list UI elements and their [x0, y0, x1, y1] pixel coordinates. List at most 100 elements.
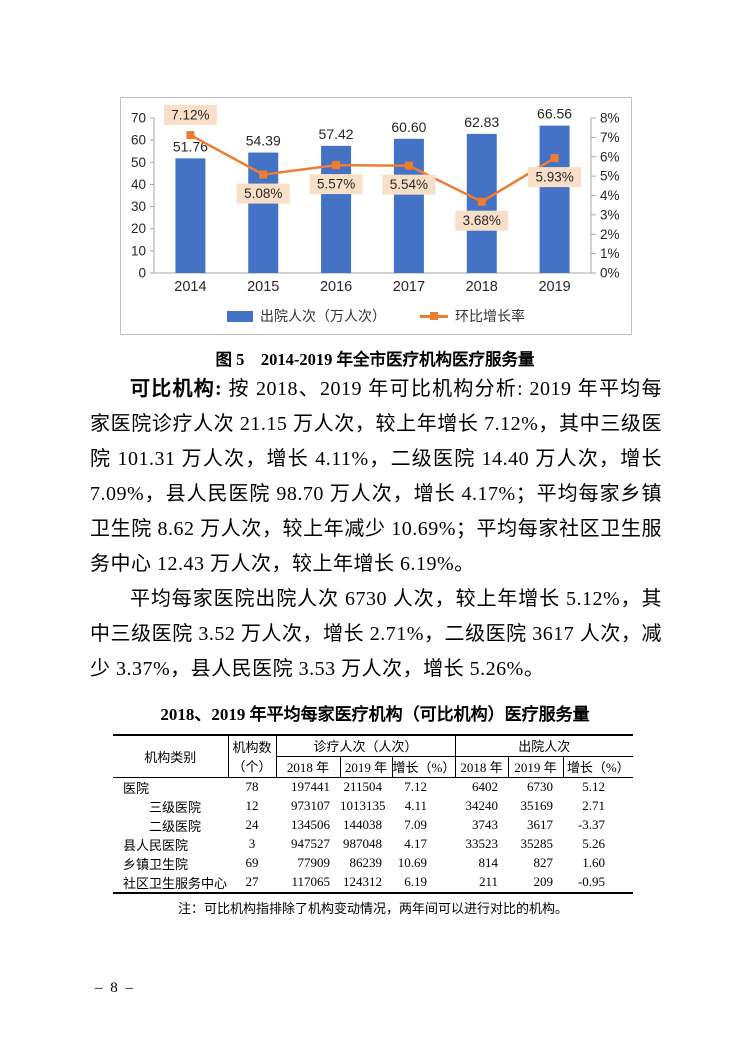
header-out-growth: 增长（%） — [392, 760, 456, 775]
table-cell: 987048 — [343, 836, 382, 851]
left-axis-tick: 50 — [131, 155, 146, 170]
left-axis-tick: 60 — [131, 133, 146, 148]
table-cell: 二级医院 — [149, 818, 202, 834]
growth-label: 5.54% — [390, 177, 428, 192]
growth-label: 3.68% — [463, 213, 501, 228]
header-group-discharge: 出院人次 — [454, 735, 634, 757]
left-axis-tick: 40 — [131, 177, 146, 192]
table-cell: 69 — [245, 855, 259, 870]
table-cell: 33523 — [465, 836, 499, 851]
table-cell: 197441 — [291, 779, 330, 794]
statistics-table: 机构类别 机构数 （个） 诊疗人次（人次） 出院人次 2018 年 2019 年… — [113, 734, 634, 894]
right-axis-tick: 6% — [600, 149, 620, 164]
header-out-2018: 2018 年 — [286, 760, 330, 775]
legend-line-label: 环比增长率 — [455, 308, 525, 324]
bar-value-label: 62.83 — [464, 114, 499, 130]
table-cell: 24 — [245, 817, 259, 832]
table-cell: 35285 — [520, 836, 554, 851]
growth-label: 5.08% — [244, 186, 282, 201]
table-row: 三级医院 12 973107 1013135 4.11 34240 35169 2.71 — [113, 797, 633, 816]
table-cell: 5.12 — [582, 779, 606, 794]
table-cell: 3617 — [527, 817, 554, 832]
table-note: 注：可比机构指排除了机构变动情况，两年间可以进行对比的机构。 — [177, 900, 568, 916]
table-row: 县人民医院 3 947527 987048 4.17 33523 35285 5.26 — [113, 835, 633, 854]
header-out-2019: 2019 年 — [339, 756, 393, 777]
line-marker-2015 — [259, 170, 268, 179]
table-header: 机构类别 机构数 （个） 诊疗人次（人次） 出院人次 2018 年 2019 年… — [113, 735, 634, 777]
x-axis-tick: 2015 — [247, 279, 279, 295]
left-axis-tick: 70 — [131, 111, 146, 126]
x-axis-tick: 2017 — [393, 279, 425, 295]
table-cell: 211504 — [343, 779, 382, 794]
growth-label-box — [528, 167, 582, 188]
table-cell: 医院 — [123, 780, 150, 796]
x-axis-tick: 2014 — [174, 279, 206, 295]
header-category: 机构类别 — [144, 749, 197, 765]
bar-series-swatch-icon — [227, 310, 253, 322]
table-cell: 3743 — [472, 817, 499, 832]
table-cell: 7.12 — [404, 779, 428, 794]
header-dis-2019: 2019 年 — [514, 760, 557, 775]
left-axis-tick: 10 — [131, 243, 146, 258]
bar-value-label: 51.76 — [173, 138, 208, 154]
header-dis-growth: 增长（%） — [562, 756, 634, 777]
table-cell: 乡镇卫生院 — [123, 856, 189, 872]
table-cell: 947527 — [291, 836, 330, 851]
body-text: 可比机构: 按 2018、2019 年可比机构分析: 2019 年平均每家医院诊… — [90, 372, 662, 687]
line-marker-2018 — [477, 197, 486, 206]
table-cell: 6.19 — [404, 874, 428, 889]
table-cell: 209 — [533, 874, 554, 889]
right-axis-tick: 0% — [600, 266, 620, 281]
bar-2014 — [175, 158, 206, 273]
x-axis-tick: 2019 — [538, 279, 570, 295]
table-cell: 1.60 — [582, 855, 606, 870]
bar-2017 — [393, 138, 424, 273]
growth-label-box — [382, 174, 436, 195]
table-cell: 县人民医院 — [123, 837, 189, 853]
header-count-line1: 机构数 — [232, 740, 272, 756]
header-count-line2: （个） — [232, 759, 272, 775]
table-cell: 144038 — [343, 817, 382, 832]
left-axis-tick: 0 — [138, 266, 146, 281]
bar-value-label: 66.56 — [537, 106, 572, 122]
table-cell: 27 — [245, 874, 259, 889]
legend-item-bar: 出院人次（万人次） — [227, 306, 386, 326]
line-marker-2014 — [186, 131, 195, 140]
growth-label: 5.93% — [535, 170, 573, 185]
line-marker-2016 — [332, 161, 341, 170]
growth-label-box — [455, 210, 509, 231]
table-row: 医院 78 197441 211504 7.12 6402 6730 5.12 — [113, 777, 633, 797]
table-cell: 1013135 — [340, 798, 386, 813]
page-number: – 8 – — [95, 980, 135, 996]
figure-caption: 图 5 2014-2019 年全市医疗机构医疗服务量 — [215, 350, 535, 369]
right-axis-tick: 4% — [600, 188, 620, 203]
right-axis-tick: 8% — [600, 111, 620, 126]
table-cell: -0.95 — [577, 874, 606, 889]
table-cell: 4.17 — [404, 836, 428, 851]
table-cell: 814 — [478, 855, 499, 870]
table-cell: -3.37 — [577, 817, 606, 832]
line-marker-2019 — [550, 154, 559, 163]
table-row: 乡镇卫生院 69 77909 86239 10.69 814 827 1.60 — [113, 854, 633, 873]
growth-label-box — [236, 183, 290, 204]
bar-value-label: 60.60 — [391, 119, 426, 135]
table-cell: 86239 — [349, 855, 383, 870]
right-axis-tick: 1% — [600, 246, 620, 261]
table-cell: 6402 — [472, 779, 499, 794]
figure-chart: 0 10 20 30 40 50 60 70 0% 1% 2% 3% 4% 5% 6% 7% 8% 51.76 20… — [120, 97, 632, 335]
table-cell: 2.71 — [582, 798, 606, 813]
growth-label: 5.57% — [317, 177, 355, 192]
left-axis-tick: 30 — [131, 199, 146, 214]
table-cell: 827 — [533, 855, 554, 870]
paragraph-lead: 可比机构: — [130, 378, 223, 400]
table-cell: 4.11 — [404, 798, 428, 813]
table-cell: 7.09 — [404, 817, 428, 832]
growth-label-box — [309, 174, 363, 195]
table-cell: 3 — [248, 836, 256, 851]
x-axis-tick: 2016 — [320, 279, 352, 295]
growth-label: 7.12% — [171, 108, 209, 123]
header-dis-2018: 2018 年 — [454, 756, 509, 777]
table-cell: 124312 — [343, 874, 382, 889]
table-cell: 35169 — [520, 798, 554, 813]
